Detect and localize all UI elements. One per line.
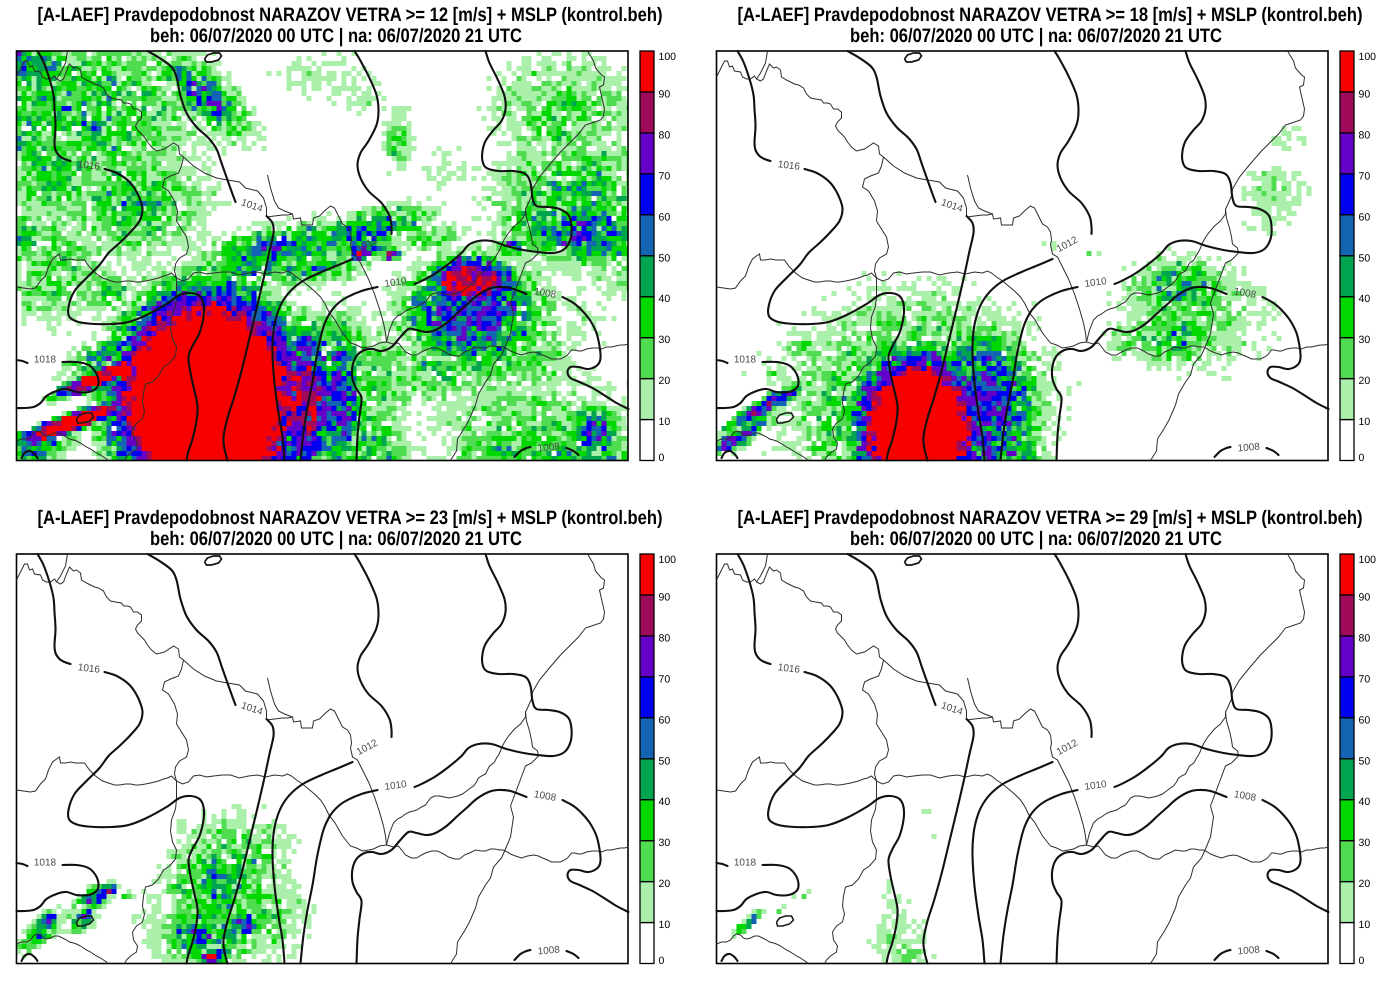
- svg-text:beh: 06/07/2020 00 UTC | na: 0: beh: 06/07/2020 00 UTC | na: 06/07/2020 …: [850, 528, 1222, 550]
- svg-text:beh: 06/07/2020 00 UTC | na: 0: beh: 06/07/2020 00 UTC | na: 06/07/2020 …: [150, 25, 522, 47]
- svg-text:beh: 06/07/2020 00 UTC | na: 0: beh: 06/07/2020 00 UTC | na: 06/07/2020 …: [150, 528, 522, 550]
- svg-text:[A-LAEF] Pravdepodobnost NARAZ: [A-LAEF] Pravdepodobnost NARAZOV VETRA >…: [738, 4, 1363, 26]
- svg-text:beh: 06/07/2020 00 UTC | na: 0: beh: 06/07/2020 00 UTC | na: 06/07/2020 …: [850, 25, 1222, 47]
- svg-text:[A-LAEF] Pravdepodobnost NARAZ: [A-LAEF] Pravdepodobnost NARAZOV VETRA >…: [738, 507, 1363, 529]
- svg-text:[A-LAEF] Pravdepodobnost NARAZ: [A-LAEF] Pravdepodobnost NARAZOV VETRA >…: [38, 507, 663, 529]
- svg-text:[A-LAEF] Pravdepodobnost NARAZ: [A-LAEF] Pravdepodobnost NARAZOV VETRA >…: [38, 4, 663, 26]
